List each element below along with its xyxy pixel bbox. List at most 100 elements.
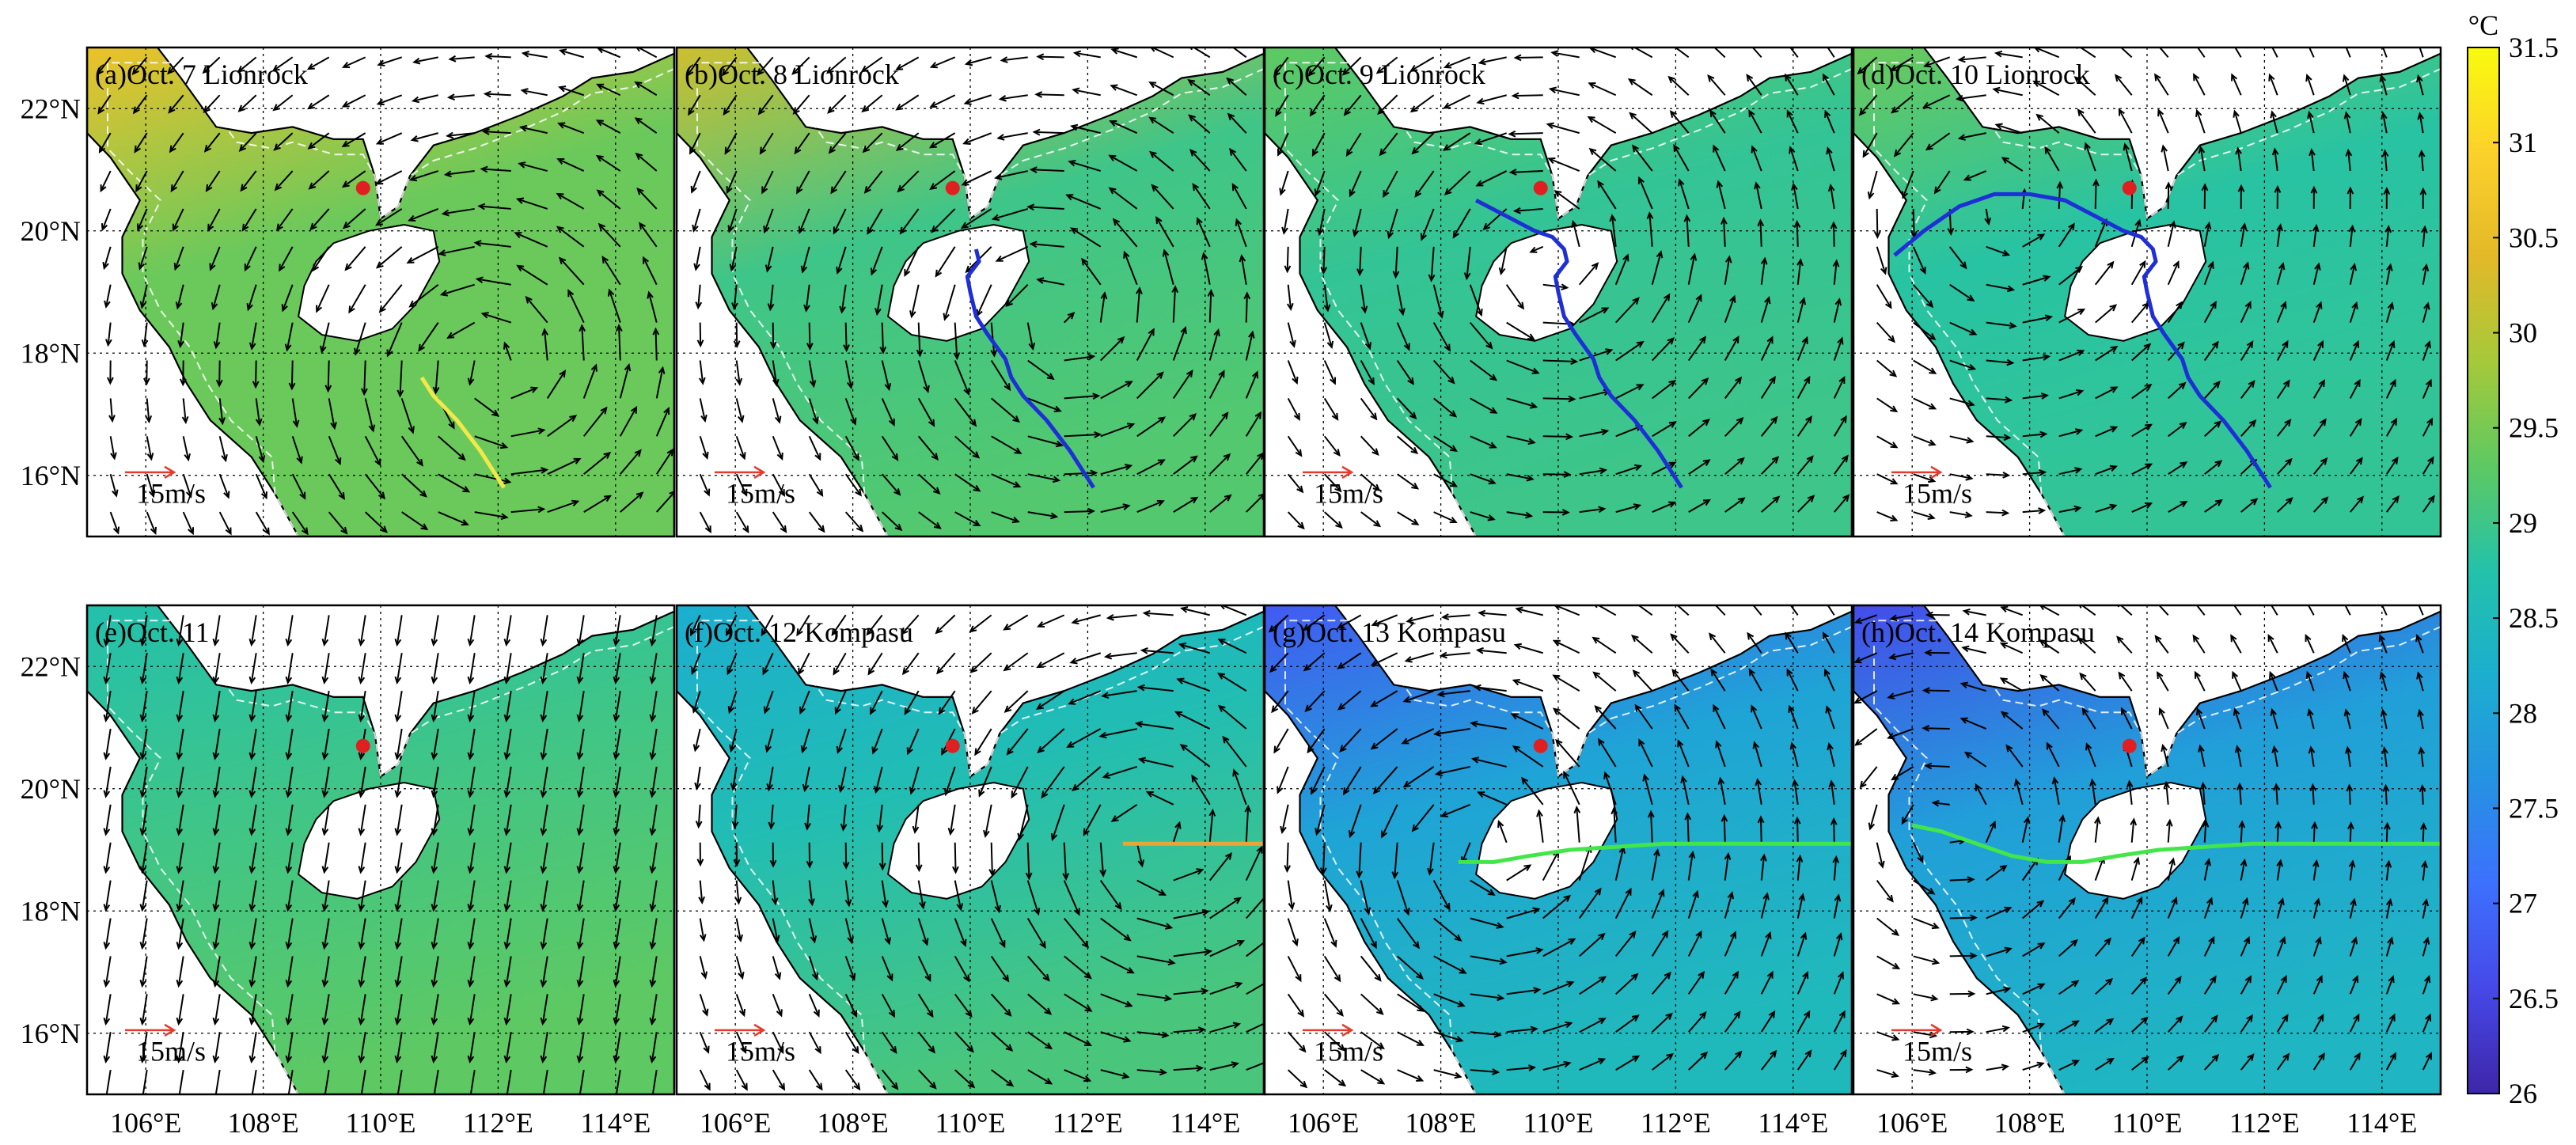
wind-arrow xyxy=(1322,842,1326,874)
wind-arrow xyxy=(1578,846,1592,881)
wind-arrowhead xyxy=(1989,820,1996,829)
wind-arrow xyxy=(558,123,585,135)
wind-arrowhead xyxy=(1837,336,1844,345)
wind-arrowhead xyxy=(540,904,548,912)
wind-arrow xyxy=(1068,690,1102,705)
wind-arrowhead xyxy=(503,341,510,350)
wind-arrow xyxy=(343,170,366,188)
wind-arrow xyxy=(766,246,774,271)
wind-arrow xyxy=(1287,993,1304,1017)
wind-arrowhead xyxy=(1123,1036,1132,1043)
y-tick-label: 18°N xyxy=(21,337,81,369)
wind-arrowhead xyxy=(761,628,768,637)
wind-arrowhead xyxy=(1231,183,1239,191)
wind-arrowhead xyxy=(851,1010,858,1018)
wind-arrow xyxy=(469,804,476,835)
wind-arrowhead xyxy=(540,752,548,760)
wind-arrow xyxy=(901,614,920,635)
wind-arrow xyxy=(1396,322,1410,351)
wind-arrowhead xyxy=(467,942,475,950)
wind-arrowhead xyxy=(2071,1020,2080,1027)
wind-arrowhead xyxy=(1275,108,1282,117)
wind-arrowhead xyxy=(1601,307,1610,314)
wind-arrow xyxy=(2203,1015,2218,1033)
wind-arrow xyxy=(2082,708,2096,730)
wind-arrowhead xyxy=(1409,64,1418,72)
wind-arrowhead xyxy=(503,1017,511,1026)
wind-arrowhead xyxy=(1457,1000,1466,1007)
wind-arrowhead xyxy=(814,1046,821,1055)
wind-arrow xyxy=(1833,934,1842,957)
wind-arrowhead xyxy=(146,453,154,461)
wind-arrowhead xyxy=(983,829,990,839)
wind-arrow xyxy=(2168,422,2187,438)
x-tick-label: 108°E xyxy=(817,1107,888,1139)
wind-arrow xyxy=(274,132,294,150)
wind-arrow xyxy=(104,653,112,683)
wind-arrow xyxy=(2168,501,2187,513)
panel-frame xyxy=(85,46,676,538)
wind-arrow xyxy=(1550,88,1580,97)
wind-arrowhead xyxy=(1087,507,1095,515)
wind-arrowhead xyxy=(410,135,419,142)
wind-arrowhead xyxy=(1793,219,1801,228)
wind-arrowhead xyxy=(1323,304,1331,313)
wind-arrowhead xyxy=(2343,671,2350,680)
wind-arrowhead xyxy=(1136,684,1145,692)
wind-arrowhead xyxy=(943,313,950,321)
wind-arrow xyxy=(917,322,921,356)
wind-arrowhead xyxy=(1342,787,1350,796)
wind-arrow xyxy=(1038,728,1065,753)
wind-arrowhead xyxy=(929,183,938,191)
wind-arrowhead xyxy=(739,452,746,461)
wind-arrowhead xyxy=(2079,672,2087,681)
wind-arrow xyxy=(1633,670,1653,692)
wind-arrow xyxy=(1011,766,1029,798)
wind-arrow xyxy=(1403,766,1435,787)
wind-arrow xyxy=(1323,918,1337,947)
wind-arrowhead xyxy=(309,222,317,231)
colorbar-tick-label: 30 xyxy=(2509,317,2537,349)
wind-arrow xyxy=(2422,976,2430,995)
wind-arrowhead xyxy=(596,83,605,90)
wind-arrowhead xyxy=(696,339,704,348)
wind-arrowhead xyxy=(1669,110,1677,118)
wind-arrowhead xyxy=(1663,293,1671,301)
wind-arrow xyxy=(954,1031,974,1052)
wind-arrowhead xyxy=(1161,1031,1170,1039)
wind-arrowhead xyxy=(1570,358,1579,366)
wind-arrowhead xyxy=(923,385,930,393)
wind-arrowhead xyxy=(863,186,871,194)
wind-arrowhead xyxy=(1392,271,1400,279)
wind-arrowhead xyxy=(1965,1066,1974,1074)
wind-arrow xyxy=(2058,1020,2079,1033)
wind-arrowhead xyxy=(279,264,286,272)
wind-arrowhead xyxy=(1223,453,1231,461)
wind-arrow xyxy=(141,804,148,835)
wind-arrow xyxy=(2276,380,2290,399)
wind-arrowhead xyxy=(2040,392,2050,400)
wind-arrow xyxy=(396,615,403,646)
wind-arrow xyxy=(984,804,992,836)
wind-arrowhead xyxy=(2144,384,2153,391)
wind-arrowhead xyxy=(916,349,924,358)
wind-arrow xyxy=(359,1032,366,1062)
wind-arrow xyxy=(1824,111,1835,134)
wind-arrow xyxy=(1433,397,1456,417)
wind-arrowhead xyxy=(2426,417,2434,426)
wind-arrowhead xyxy=(394,942,402,950)
wind-arrowhead xyxy=(1548,86,1557,94)
wind-arrowhead xyxy=(1804,1049,1812,1058)
wind-arrow xyxy=(647,292,658,323)
wind-arrow xyxy=(808,435,821,460)
wind-arrow xyxy=(146,398,150,422)
wind-arrow xyxy=(2312,380,2325,399)
wind-arrow xyxy=(1549,157,1580,172)
wind-arrow xyxy=(2240,341,2254,362)
wind-arrow xyxy=(2346,747,2351,768)
wind-arrow xyxy=(1443,614,1470,619)
wind-arrowhead xyxy=(731,302,738,311)
wind-arrow xyxy=(1360,322,1371,349)
